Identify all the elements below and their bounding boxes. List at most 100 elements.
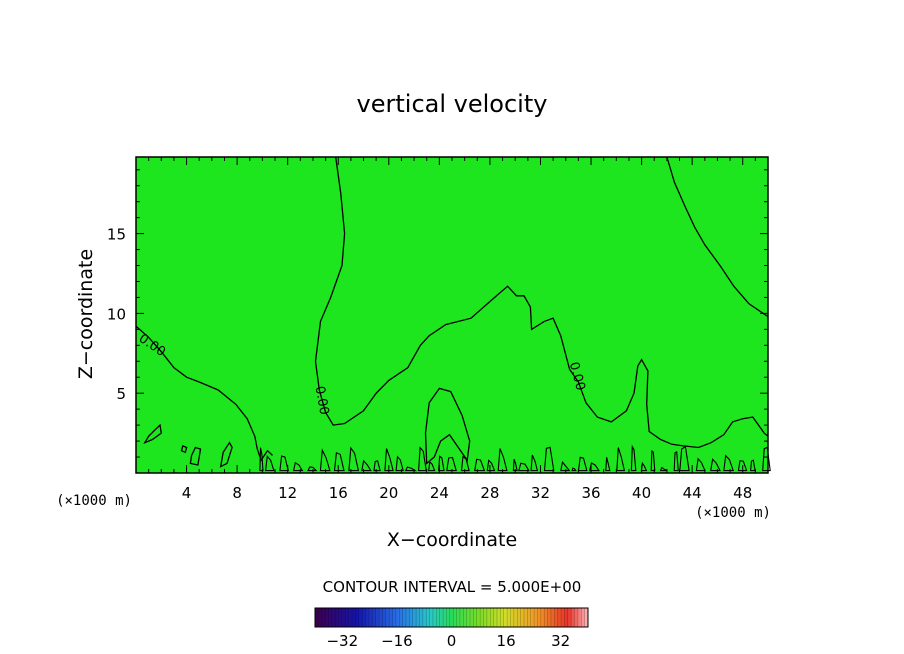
contour-line bbox=[605, 457, 611, 472]
x-tick-label: 4 bbox=[182, 484, 192, 502]
contour-line bbox=[659, 466, 668, 472]
colorbar-swatch bbox=[567, 608, 572, 627]
x-tick-label: 40 bbox=[632, 484, 651, 502]
colorbar-swatch bbox=[547, 608, 552, 627]
contour-line bbox=[486, 459, 496, 472]
colorbar-swatch bbox=[497, 608, 501, 627]
colorbar-swatch bbox=[500, 608, 505, 627]
colorbar-swatch bbox=[392, 608, 397, 627]
colorbar-swatch bbox=[385, 608, 390, 627]
contour-line bbox=[180, 445, 188, 454]
colorbar-swatch bbox=[318, 608, 323, 627]
contour-line bbox=[749, 459, 756, 472]
colorbar-swatch bbox=[459, 608, 464, 627]
colorbar-swatch bbox=[486, 608, 491, 627]
colorbar-swatch bbox=[530, 608, 535, 627]
colorbar-swatch bbox=[520, 608, 525, 627]
contour-line bbox=[577, 456, 588, 472]
colorbar-swatch bbox=[365, 608, 370, 627]
contour-line bbox=[497, 448, 508, 472]
colorbar-labels: −32 −16 0 16 32 bbox=[326, 632, 570, 650]
contour-line bbox=[361, 459, 372, 472]
colorbar-swatch bbox=[557, 608, 562, 627]
colorbar-swatch bbox=[355, 608, 360, 627]
colorbar-swatch bbox=[335, 608, 339, 627]
colorbar-swatch bbox=[416, 608, 420, 627]
colorbar-swatch bbox=[527, 608, 532, 627]
y-tick-label: 5 bbox=[116, 385, 126, 403]
contour-line bbox=[264, 454, 275, 472]
colorbar-swatch bbox=[372, 608, 377, 627]
contour-line bbox=[189, 446, 202, 466]
colorbar bbox=[314, 607, 589, 628]
colorbar-swatch bbox=[419, 608, 424, 627]
colorbar-swatch bbox=[382, 608, 387, 627]
x-tick-label: 36 bbox=[581, 484, 600, 502]
contour-line bbox=[418, 446, 427, 472]
contour-line bbox=[319, 448, 331, 472]
colorbar-swatch bbox=[409, 608, 414, 627]
colorbar-swatch bbox=[470, 608, 474, 627]
contour-label: 0.00 bbox=[566, 360, 588, 392]
colorbar-swatch bbox=[449, 608, 454, 627]
colorbar-swatch bbox=[432, 608, 437, 627]
y-tick-label: 15 bbox=[107, 226, 126, 244]
colorbar-swatch bbox=[483, 608, 488, 627]
colorbar-swatch bbox=[517, 608, 521, 627]
contour-line bbox=[219, 441, 233, 468]
contour-line bbox=[560, 460, 571, 472]
colorbar-swatch bbox=[554, 608, 559, 627]
colorbar-tick-label: −16 bbox=[381, 632, 413, 650]
x-tick-label: 16 bbox=[329, 484, 348, 502]
contour-line bbox=[710, 458, 721, 472]
x-tick-label: 28 bbox=[480, 484, 499, 502]
colorbar-swatch bbox=[490, 608, 495, 627]
contour-line bbox=[474, 458, 486, 472]
colorbar-swatch bbox=[348, 608, 353, 627]
colorbar-swatch bbox=[402, 608, 407, 627]
contour-line bbox=[333, 452, 345, 472]
x-axis-label: X−coordinate bbox=[387, 529, 517, 551]
contour-line bbox=[446, 456, 457, 472]
contour-line bbox=[666, 156, 769, 318]
contour-line bbox=[314, 156, 769, 449]
colorbar-swatch bbox=[577, 608, 582, 627]
colorbar-swatch bbox=[523, 608, 528, 627]
contour-line bbox=[428, 460, 436, 472]
contour-line bbox=[348, 446, 360, 472]
colorbar-swatch bbox=[513, 608, 518, 627]
y-axis-label: Z−coordinate bbox=[75, 249, 97, 379]
contour-line bbox=[673, 451, 679, 472]
x-tick-label: 32 bbox=[531, 484, 550, 502]
colorbar-swatch bbox=[368, 608, 373, 627]
colorbar-swatch bbox=[571, 608, 575, 627]
colorbar-swatch bbox=[422, 608, 427, 627]
colorbar-swatch bbox=[406, 608, 410, 627]
colorbar-swatch bbox=[443, 608, 447, 627]
colorbar-swatch bbox=[328, 608, 333, 627]
contour-line bbox=[679, 445, 690, 472]
x-tick-label: 8 bbox=[232, 484, 242, 502]
colorbar-swatch bbox=[466, 608, 471, 627]
velocity-field bbox=[136, 157, 768, 473]
contour-line bbox=[630, 444, 637, 472]
contour-line bbox=[307, 466, 318, 472]
colorbar-swatch bbox=[389, 608, 393, 627]
contour-line bbox=[292, 461, 304, 472]
chart-title: vertical velocity bbox=[357, 90, 548, 118]
colorbar-swatch bbox=[358, 608, 363, 627]
colorbar-frame bbox=[314, 607, 589, 628]
colorbar-swatch bbox=[436, 608, 441, 627]
colorbar-swatch bbox=[544, 608, 548, 627]
contour-line bbox=[438, 455, 445, 472]
colorbar-tick-label: −32 bbox=[326, 632, 358, 650]
colorbar-swatch bbox=[341, 608, 346, 627]
colorbar-swatch bbox=[412, 608, 417, 627]
colorbar-swatch bbox=[379, 608, 383, 627]
contour-interval: CONTOUR INTERVAL = 5.000E+00 bbox=[323, 578, 582, 596]
x-unit-left: (×1000 m) bbox=[56, 493, 132, 509]
contour-line bbox=[543, 446, 555, 472]
colorbar-swatch bbox=[507, 608, 511, 627]
colorbar-swatch bbox=[473, 608, 478, 627]
